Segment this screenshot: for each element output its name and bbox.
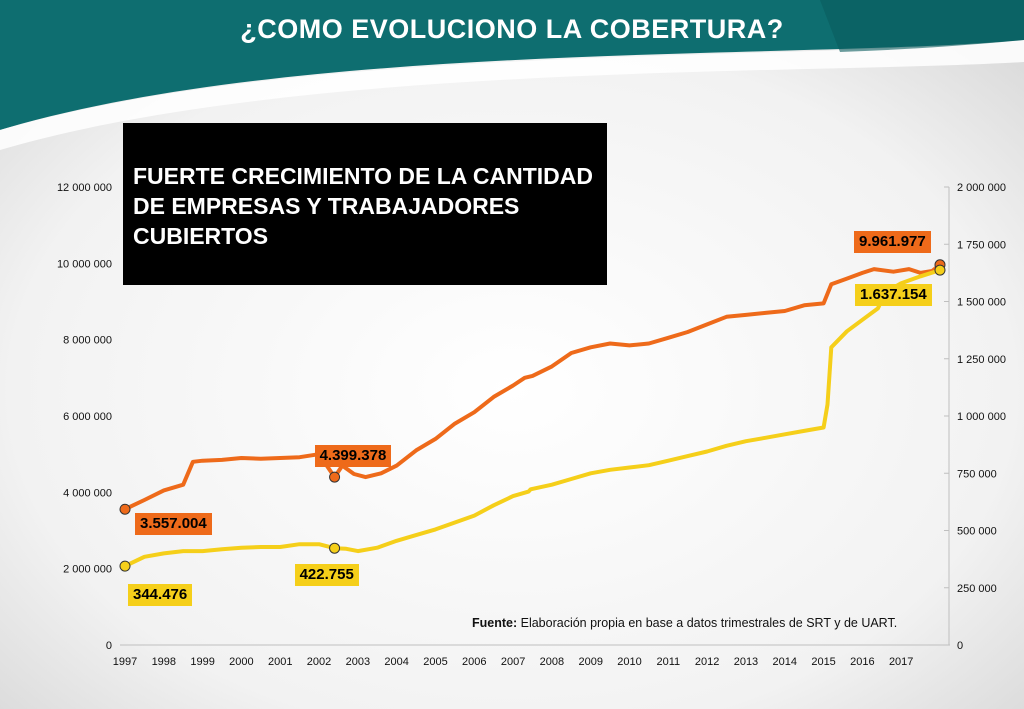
- data-point-marker: [934, 264, 946, 276]
- banner-swoosh: [0, 40, 1024, 150]
- banner-accent: [820, 0, 1024, 52]
- x-tick-label: 2004: [384, 656, 408, 668]
- y-right-tick-label: 250 000: [957, 583, 997, 595]
- y-right-tick-label: 1 750 000: [957, 239, 1006, 251]
- source-label: Fuente:: [472, 616, 518, 630]
- data-label: 3.557.004: [135, 513, 212, 536]
- x-tick-label: 2007: [501, 656, 525, 668]
- x-tick-label: 2013: [734, 656, 758, 668]
- source-text: Elaboración propia en base a datos trime…: [517, 616, 898, 630]
- y-left-tick-label: 8 000 000: [63, 335, 112, 347]
- y-left-tick-label: 6 000 000: [63, 411, 112, 423]
- x-tick-label: 1997: [113, 656, 137, 668]
- data-label: 9.961.977: [854, 230, 931, 253]
- x-tick-label: 1999: [190, 656, 214, 668]
- x-tick-label: 1998: [152, 656, 176, 668]
- y-right-tick-label: 1 500 000: [957, 297, 1006, 309]
- data-label: 422.755: [294, 564, 359, 587]
- y-left-tick-label: 0: [106, 640, 112, 652]
- data-point-marker: [329, 542, 341, 554]
- x-tick-label: 2010: [617, 656, 641, 668]
- x-tick-label: 2014: [773, 656, 797, 668]
- page-title: ¿COMO EVOLUCIONO LA COBERTURA?: [240, 14, 784, 44]
- x-tick-label: 2016: [850, 656, 874, 668]
- series-line-companies: [123, 268, 942, 569]
- x-tick-label: 2005: [423, 656, 447, 668]
- x-tick-label: 2011: [657, 656, 681, 668]
- chart-lines: [123, 262, 942, 569]
- x-tick-label: 2015: [811, 656, 835, 668]
- x-tick-label: 2001: [268, 656, 292, 668]
- y-left-tick-label: 12 000 000: [57, 182, 112, 194]
- y-left-tick-label: 10 000 000: [57, 258, 112, 270]
- x-tick-label: 2006: [462, 656, 486, 668]
- data-point-marker: [119, 560, 131, 572]
- x-tick-label: 2003: [346, 656, 370, 668]
- x-tick-label: 2000: [229, 656, 253, 668]
- y-right-tick-label: 750 000: [957, 468, 997, 480]
- data-point-marker: [329, 471, 341, 483]
- y-left-tick-label: 2 000 000: [63, 564, 112, 576]
- chart-markers: [119, 259, 946, 572]
- headline-text: FUERTE CRECIMIENTO DE LA CANTIDAD DE EMP…: [133, 163, 593, 249]
- banner: [0, 0, 1024, 130]
- data-label: 344.476: [128, 584, 193, 607]
- x-tick-label: 2002: [307, 656, 331, 668]
- x-tick-label: 2017: [889, 656, 913, 668]
- x-tick-label: 2008: [540, 656, 564, 668]
- data-label: 4.399.378: [314, 445, 392, 468]
- data-point-marker: [119, 503, 131, 515]
- data-label: 1.637.154: [855, 284, 932, 307]
- y-right-tick-label: 0: [957, 640, 963, 652]
- headline-box: FUERTE CRECIMIENTO DE LA CANTIDAD DE EMP…: [123, 123, 607, 285]
- chart-axes: 1997 1998 1999 2000 2001 2002 2003 2004 2005 2006…: [57, 182, 1006, 668]
- series-line-workers: [123, 262, 942, 512]
- y-right-tick-label: 2 000 000: [957, 182, 1006, 194]
- y-right-tick-label: 500 000: [957, 526, 997, 538]
- y-right-tick-label: 1 250 000: [957, 354, 1006, 366]
- y-right-tick-label: 1 000 000: [957, 411, 1006, 423]
- y-left-tick-label: 4 000 000: [63, 487, 112, 499]
- x-tick-label: 2009: [578, 656, 602, 668]
- source-note: Fuente: Elaboración propia en base a dat…: [472, 616, 897, 630]
- x-tick-label: 2012: [695, 656, 719, 668]
